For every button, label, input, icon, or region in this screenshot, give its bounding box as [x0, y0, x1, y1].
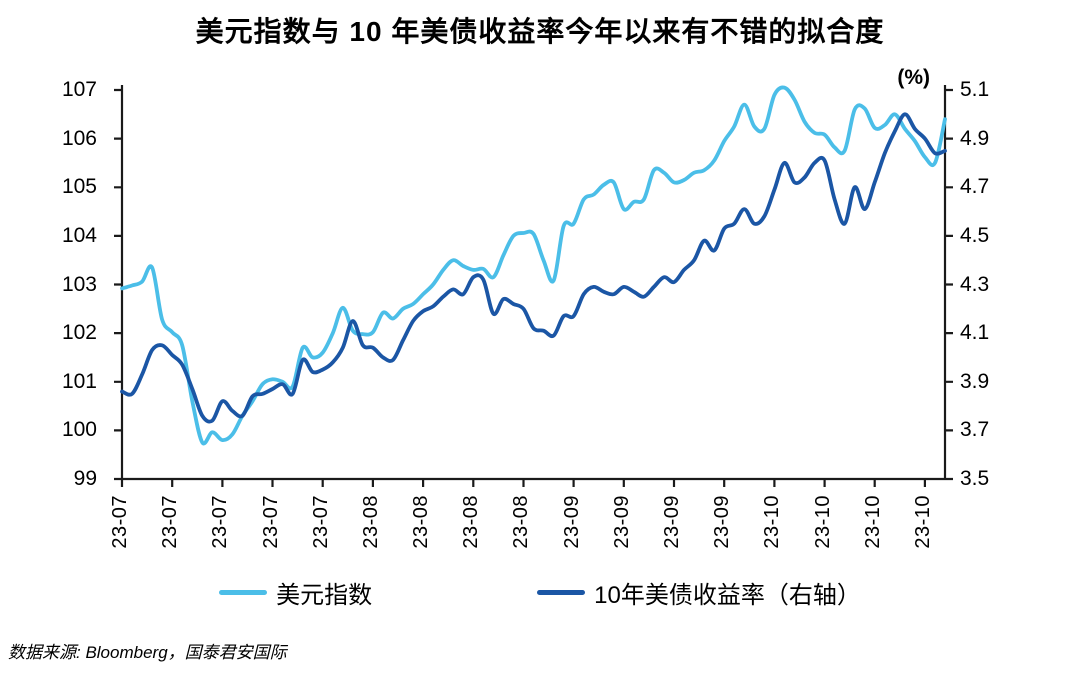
right-axis-tick-label: 3.9	[960, 369, 990, 393]
ust10y-yield-line	[120, 112, 947, 424]
right-axis-tick-label: 4.5	[960, 223, 990, 247]
x-axis-tick-label: 23-08	[410, 495, 433, 549]
x-axis-tick-label: 23-10	[811, 495, 834, 549]
x-axis-tick-label: 23-10	[861, 495, 884, 549]
x-axis-tick-label: 23-07	[259, 495, 282, 549]
right-axis-tick-label: 4.9	[960, 126, 990, 150]
right-axis-tick-label: 3.5	[960, 467, 990, 490]
left-axis-tick-label: 104	[61, 223, 97, 247]
left-axis-tick-label: 99	[73, 467, 97, 490]
right-axis-tick-label: 5.1	[960, 78, 990, 101]
x-axis-tick-label: 23-08	[359, 495, 382, 549]
x-axis-tick-label: 23-09	[711, 495, 734, 549]
x-axis-tick-label: 23-07	[309, 495, 332, 549]
left-axis-tick-label: 102	[61, 321, 97, 345]
right-axis-unit-label: (%)	[897, 66, 930, 89]
x-axis-tick-label: 23-07	[109, 495, 131, 549]
right-axis-tick-label: 3.7	[960, 418, 990, 442]
x-axis-tick-label: 23-08	[460, 495, 483, 549]
x-axis-tick-label: 23-09	[610, 495, 633, 549]
source-note: 数据来源: Bloomberg，国泰君安国际	[8, 643, 287, 662]
left-axis-tick-label: 105	[61, 175, 97, 199]
left-axis-tick-label: 103	[61, 272, 97, 296]
x-axis-tick-label: 23-09	[661, 495, 683, 549]
left-axis-tick-label: 100	[61, 418, 97, 442]
left-axis-tick-label: 107	[61, 78, 97, 101]
x-axis-tick-label: 23-08	[510, 495, 533, 549]
legend-item-ust10y: 10年美债收益率（右轴）	[537, 575, 861, 610]
right-axis-tick-label: 4.1	[960, 321, 990, 345]
axes	[114, 85, 953, 487]
legend-item-dxy: 美元指数	[219, 575, 372, 610]
dxy-index-line	[120, 85, 947, 446]
right-axis-tick-label: 4.7	[960, 175, 990, 199]
legend: 美元指数 10年美债收益率（右轴）	[0, 570, 1080, 614]
dxy-legend-line-icon	[219, 589, 268, 595]
dxy-legend-label: 美元指数	[276, 581, 373, 609]
chart-title: 美元指数与 10 年美债收益率今年以来有不错的拟合度	[195, 16, 885, 47]
x-axis-tick-label: 23-10	[911, 495, 934, 549]
ust10y-legend-label: 10年美债收益率（右轴）	[594, 581, 861, 609]
x-axis-tick-label: 23-09	[560, 495, 583, 549]
right-axis-tick-label: 4.3	[960, 272, 990, 296]
left-axis-tick-label: 106	[61, 126, 97, 150]
x-axis-tick-label: 23-07	[209, 495, 232, 549]
x-axis-tick-label: 23-10	[761, 495, 784, 549]
left-axis-tick-label: 101	[61, 369, 97, 393]
x-axis-tick-label: 23-07	[159, 495, 182, 549]
ust10y-legend-line-icon	[537, 589, 586, 595]
